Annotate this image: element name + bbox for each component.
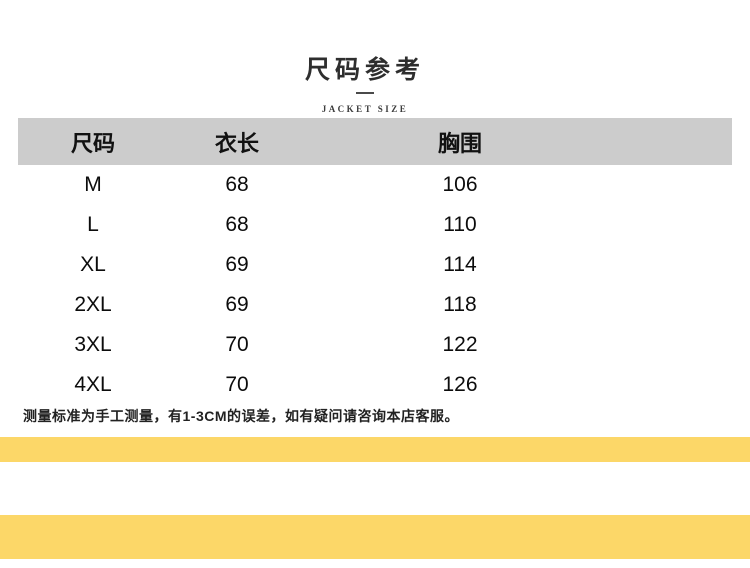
page-subtitle: JACKET SIZE [321, 104, 409, 114]
size-value: M [84, 173, 102, 196]
accent-bar-top [0, 437, 750, 462]
size-value: XL [80, 253, 106, 276]
table-row: 3XL 70 122 [18, 325, 732, 365]
chest-value: 114 [443, 253, 477, 276]
title-divider [356, 92, 374, 94]
size-table-header-row: 尺码 衣长 胸围 [18, 118, 732, 165]
length-value: 69 [225, 293, 249, 316]
table-row: 4XL 70 126 [18, 365, 732, 405]
size-value: 4XL [74, 373, 112, 396]
column-header-size: 尺码 [70, 130, 116, 156]
accent-bar-bottom [0, 515, 750, 559]
chest-value: 110 [443, 213, 477, 236]
chest-value: 122 [442, 333, 478, 356]
length-value: 70 [225, 373, 249, 396]
length-value: 68 [225, 173, 249, 196]
chest-value: 126 [442, 373, 478, 396]
table-row: 2XL 69 118 [18, 285, 732, 325]
chest-value: 118 [443, 293, 477, 316]
size-reference-title-block: 尺码参考 JACKET SIZE [0, 50, 730, 117]
chest-value: 106 [442, 173, 478, 196]
size-table: 尺码 衣长 胸围 M 68 106 L 68 110 XL 69 114 2XL… [18, 118, 732, 405]
measurement-note: 测量标准为手工测量，有1-3CM的误差，如有疑问请咨询本店客服。 [23, 408, 460, 424]
column-header-length: 衣长 [214, 130, 260, 156]
length-value: 68 [225, 213, 249, 236]
size-value: 3XL [74, 333, 112, 356]
page-title: 尺码参考 [304, 57, 425, 84]
size-value: L [87, 213, 99, 236]
table-row: XL 69 114 [18, 245, 732, 285]
table-row: L 68 110 [18, 205, 732, 245]
length-value: 69 [225, 253, 249, 276]
length-value: 70 [225, 333, 249, 356]
table-row: M 68 106 [18, 165, 732, 205]
size-value: 2XL [74, 293, 112, 316]
column-header-chest: 胸围 [437, 130, 483, 156]
